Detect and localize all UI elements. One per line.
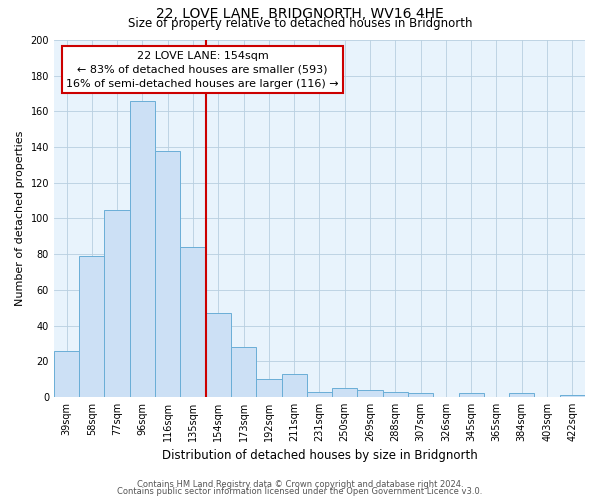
Bar (281, 374, 307, 397)
Bar (383, 392, 408, 397)
Bar (256, 379, 281, 397)
Bar (307, 392, 332, 397)
Bar (408, 394, 433, 397)
Bar (509, 394, 535, 397)
Text: Contains public sector information licensed under the Open Government Licence v3: Contains public sector information licen… (118, 487, 482, 496)
Text: 22 LOVE LANE: 154sqm
← 83% of detached houses are smaller (593)
16% of semi-deta: 22 LOVE LANE: 154sqm ← 83% of detached h… (67, 50, 339, 88)
Bar (130, 100, 155, 397)
Bar (206, 313, 231, 397)
Bar (79, 256, 104, 397)
X-axis label: Distribution of detached houses by size in Bridgnorth: Distribution of detached houses by size … (161, 450, 478, 462)
Bar (458, 394, 484, 397)
Bar (560, 395, 585, 397)
Bar (104, 210, 130, 397)
Bar (231, 347, 256, 397)
Bar (155, 150, 181, 397)
Bar (332, 388, 358, 397)
Text: Contains HM Land Registry data © Crown copyright and database right 2024.: Contains HM Land Registry data © Crown c… (137, 480, 463, 489)
Bar (358, 390, 383, 397)
Bar (54, 350, 79, 397)
Bar (181, 247, 206, 397)
Text: Size of property relative to detached houses in Bridgnorth: Size of property relative to detached ho… (128, 18, 472, 30)
Text: 22, LOVE LANE, BRIDGNORTH, WV16 4HE: 22, LOVE LANE, BRIDGNORTH, WV16 4HE (156, 8, 444, 22)
Y-axis label: Number of detached properties: Number of detached properties (15, 131, 25, 306)
